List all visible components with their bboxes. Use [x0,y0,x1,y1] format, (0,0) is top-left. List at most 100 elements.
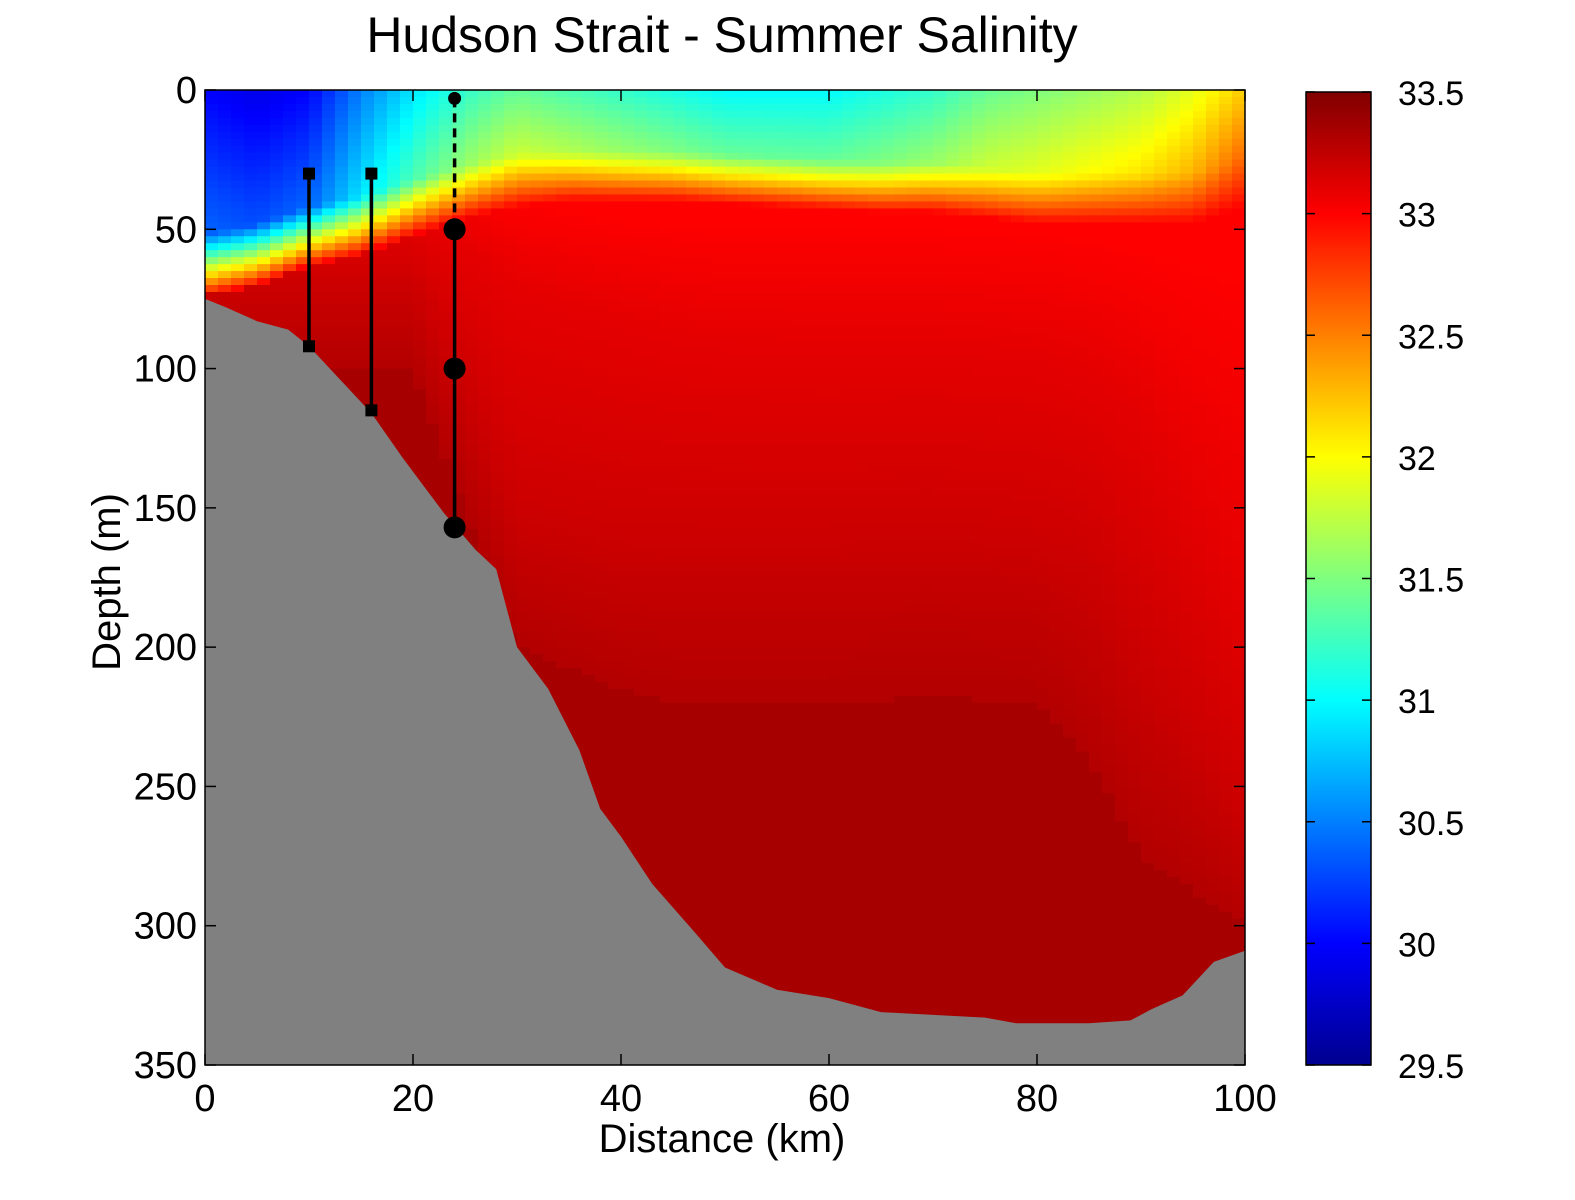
salinity-cell [348,340,362,349]
salinity-cell [634,90,648,98]
salinity-cell [634,807,648,815]
salinity-cell [543,549,557,558]
salinity-cell [478,535,492,544]
salinity-cell [543,675,557,683]
salinity-cell [452,466,466,474]
salinity-cell [504,507,518,516]
salinity-cell [491,556,505,565]
salinity-cell [413,187,427,196]
salinity-cell [426,124,440,133]
salinity-cell [582,138,596,147]
salinity-cell [647,166,661,175]
salinity-cell [452,305,466,314]
salinity-cell [387,257,401,265]
salinity-cell [374,389,388,398]
salinity-cell [322,117,336,126]
salinity-cell [595,180,609,189]
salinity-cell [530,480,544,488]
salinity-cell [270,215,284,223]
salinity-cell [478,117,492,126]
salinity-cell [400,375,414,384]
salinity-cell [504,103,518,112]
salinity-cell [569,229,583,237]
salinity-cell [465,319,479,328]
salinity-cell [543,438,557,446]
salinity-cell [517,264,531,272]
salinity-cell [660,695,674,704]
salinity-cell [543,222,557,230]
salinity-cell [660,661,674,669]
salinity-cell [205,285,219,293]
salinity-cell [517,521,531,530]
salinity-cell [361,298,375,307]
salinity-cell [491,250,505,258]
salinity-cell [504,173,518,182]
salinity-cell [634,340,648,349]
salinity-cell [491,549,505,558]
salinity-cell [647,647,661,655]
salinity-cell [439,291,453,300]
salinity-cell [244,103,258,112]
salinity-cell [491,466,505,474]
salinity-cell [400,271,414,279]
salinity-cell [270,173,284,182]
salinity-cell [322,138,336,147]
salinity-cell [621,758,635,767]
salinity-cell [231,278,245,286]
salinity-cell [530,180,544,189]
salinity-cell [348,298,362,307]
salinity-cell [569,236,583,244]
salinity-cell [621,375,635,384]
salinity-cell [452,333,466,342]
salinity-cell [634,535,648,544]
salinity-cell [660,208,674,216]
salinity-cell [543,528,557,537]
salinity-cell [478,493,492,502]
salinity-cell [283,159,297,168]
salinity-cell [660,681,674,690]
salinity-cell [621,180,635,189]
salinity-cell [478,312,492,321]
salinity-cell [413,403,427,411]
salinity-cell [400,250,414,258]
salinity-cell [608,535,622,544]
salinity-cell [556,131,570,140]
salinity-cell [387,417,401,425]
salinity-cell [296,222,310,230]
salinity-cell [608,563,622,572]
salinity-cell [374,285,388,293]
salinity-cell [543,347,557,356]
salinity-cell [621,480,635,488]
salinity-cell [530,466,544,474]
salinity-cell [257,110,271,119]
salinity-cell [491,528,505,537]
salinity-cell [647,702,661,711]
salinity-cell [270,285,284,293]
salinity-cell [556,681,570,690]
salinity-cell [439,382,453,391]
salinity-cell [595,661,609,669]
salinity-cell [322,361,336,370]
salinity-cell [491,563,505,572]
salinity-cell [309,305,323,314]
salinity-cell [309,333,323,342]
salinity-cell [465,110,479,119]
salinity-cell [582,382,596,391]
salinity-cell [283,319,297,328]
salinity-cell [504,445,518,453]
salinity-cell [244,173,258,182]
salinity-cell [439,187,453,196]
salinity-cell [582,751,596,760]
salinity-cell [361,368,375,377]
salinity-cell [348,271,362,279]
salinity-cell [270,138,284,147]
salinity-cell [309,312,323,321]
salinity-cell [595,103,609,112]
salinity-cell [426,480,440,488]
salinity-cell [634,445,648,453]
salinity-cell [582,96,596,105]
salinity-cell [335,138,349,147]
salinity-cell [283,117,297,126]
salinity-cell [582,486,596,495]
salinity-cell [608,403,622,411]
